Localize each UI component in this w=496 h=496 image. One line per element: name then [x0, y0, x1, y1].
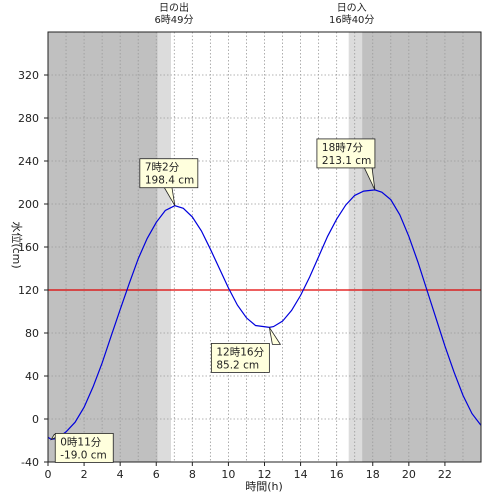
- x-tick-label: 10: [221, 468, 235, 481]
- annotation-callout: 0時11分-19.0 cm: [50, 433, 114, 463]
- grid-lines: [48, 32, 481, 462]
- callout-value: 198.4 cm: [145, 175, 194, 187]
- y-tick-label: 120: [18, 284, 39, 297]
- callout-box: [210, 343, 270, 373]
- y-tick-label: 280: [18, 112, 39, 125]
- y-tick-label: 240: [18, 155, 39, 168]
- x-tick-label: 4: [117, 468, 124, 481]
- x-tick-label: 16: [330, 468, 344, 481]
- y-tick-label: 160: [18, 241, 39, 254]
- callout-box: [54, 433, 114, 463]
- sunset-label: 日の入: [337, 3, 367, 14]
- x-tick-label: 2: [81, 468, 88, 481]
- callout-time: 0時11分: [60, 436, 102, 448]
- x-tick-label: 6: [153, 468, 160, 481]
- callout-value: 85.2 cm: [216, 359, 259, 371]
- callout-value: -19.0 cm: [60, 449, 107, 461]
- x-tick-label: 8: [189, 468, 196, 481]
- axes-group: -40 0 40 80 120 160 200 240 280 320 0 2 4 6 8 10 12 14 16 1…: [18, 31, 482, 481]
- sunset-time: 16時40分: [329, 14, 374, 26]
- callout-time: 18時7分: [322, 142, 364, 154]
- callout-value: 213.1 cm: [322, 155, 371, 167]
- x-tick-label: 18: [366, 468, 380, 481]
- x-axis-label: 時間(h): [245, 480, 283, 493]
- x-tick-label: 0: [45, 468, 52, 481]
- callout-time: 7時2分: [145, 162, 180, 174]
- series-line-tide-level: [47, 189, 482, 441]
- y-tick-label: 80: [25, 327, 39, 340]
- y-tick-label: -40: [21, 456, 39, 469]
- daylight-band: [170, 32, 349, 462]
- x-tick-label: 14: [294, 468, 308, 481]
- sunrise-label: 日の出: [159, 1, 189, 14]
- x-tick-label: 20: [402, 468, 416, 481]
- sunrise-time: 6時49分: [154, 14, 193, 26]
- x-tick-label: 12: [258, 468, 272, 481]
- x-tick-label: 22: [438, 468, 452, 481]
- y-axis-label: 水位(cm): [10, 221, 24, 268]
- y-tick-label: 40: [25, 370, 39, 383]
- callout-box: [139, 158, 199, 189]
- y-tick-label: 0: [32, 413, 39, 426]
- y-tick-label: 320: [18, 69, 39, 82]
- callout-box: [316, 138, 376, 169]
- callout-pointer: [268, 327, 282, 345]
- y-tick-label: 200: [18, 198, 39, 211]
- callout-time: 12時16分: [216, 346, 264, 358]
- series-group: [47, 189, 482, 441]
